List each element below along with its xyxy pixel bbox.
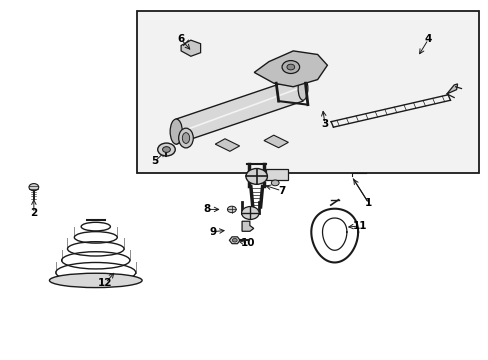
Circle shape (29, 184, 39, 191)
Circle shape (241, 207, 259, 220)
Circle shape (158, 143, 175, 156)
Text: 12: 12 (98, 278, 113, 288)
Circle shape (245, 168, 267, 184)
Ellipse shape (170, 119, 182, 144)
Text: 1: 1 (365, 198, 372, 208)
Ellipse shape (178, 128, 193, 148)
Circle shape (227, 206, 236, 213)
Ellipse shape (182, 133, 189, 143)
Text: 5: 5 (151, 156, 158, 166)
Circle shape (286, 64, 294, 70)
Text: 10: 10 (241, 238, 255, 248)
Text: 9: 9 (209, 227, 216, 237)
Polygon shape (181, 40, 200, 56)
Text: 7: 7 (277, 186, 285, 196)
Text: 3: 3 (321, 119, 328, 129)
Circle shape (271, 180, 279, 186)
Ellipse shape (298, 77, 307, 100)
Text: 8: 8 (203, 204, 211, 215)
Bar (266, 169, 288, 180)
Polygon shape (446, 84, 457, 94)
Text: 11: 11 (352, 221, 366, 231)
Text: 2: 2 (30, 208, 38, 219)
Text: 6: 6 (177, 35, 184, 44)
Polygon shape (242, 221, 253, 231)
Polygon shape (176, 76, 303, 144)
Bar (137, 12, 478, 173)
Polygon shape (215, 139, 239, 151)
Text: 4: 4 (424, 35, 431, 44)
Polygon shape (264, 135, 288, 148)
Polygon shape (254, 51, 327, 87)
Ellipse shape (49, 273, 142, 288)
Circle shape (162, 147, 170, 152)
Circle shape (232, 238, 237, 242)
Circle shape (282, 60, 299, 73)
Polygon shape (229, 237, 240, 244)
